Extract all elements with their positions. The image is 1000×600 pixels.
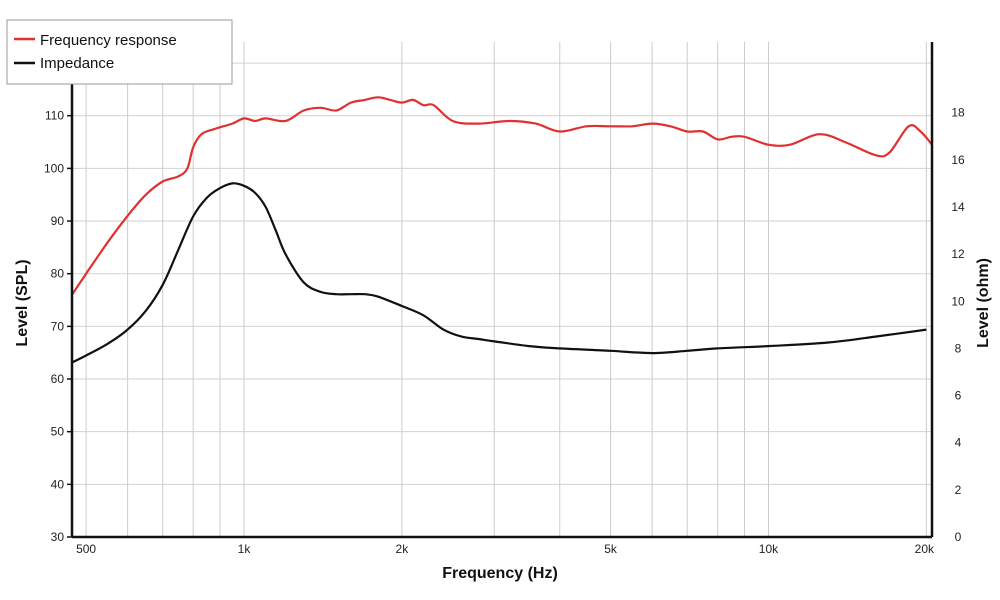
y-tick-label-right: 14 (951, 200, 965, 214)
x-tick-label: 1k (238, 542, 252, 556)
series-layer (71, 96, 933, 364)
legend-label-frequency-response: Frequency response (40, 32, 177, 49)
y-tick-label-right: 6 (955, 389, 962, 403)
y-tick-label-right: 12 (951, 247, 965, 261)
y-tick-label-left: 90 (51, 214, 65, 228)
grid-lines (72, 42, 932, 538)
y-tick-label-left: 40 (51, 477, 65, 491)
y-tick-label-right: 0 (955, 530, 962, 544)
y-tick-label-left: 60 (51, 372, 65, 386)
x-tick-label: 500 (76, 542, 96, 556)
y-axis-title-right: Level (ohm) (975, 258, 992, 348)
y-tick-label-left: 50 (51, 425, 65, 439)
y-tick-label-left: 70 (51, 319, 65, 333)
legend-label-impedance: Impedance (40, 55, 114, 72)
y-tick-label-right: 4 (955, 436, 962, 450)
y-tick-label-right: 18 (951, 106, 965, 120)
y-tick-label-right: 8 (955, 341, 962, 355)
x-tick-label: 5k (604, 542, 618, 556)
y-tick-label-right: 10 (951, 294, 965, 308)
y-tick-label-right: 2 (955, 483, 962, 497)
y-tick-label-left: 80 (51, 267, 65, 281)
x-axis-title: Frequency (Hz) (442, 565, 558, 582)
x-tick-label: 10k (759, 542, 779, 556)
y-tick-label-left: 100 (44, 161, 64, 175)
y-axis-title-left: Level (SPL) (14, 259, 31, 346)
y-tick-label-left: 110 (45, 109, 64, 123)
legend-box (6, 19, 233, 85)
x-tick-label: 20k (915, 542, 935, 556)
x-tick-label: 2k (396, 542, 410, 556)
y-tick-label-left: 30 (51, 530, 65, 544)
axes (67, 42, 934, 539)
legend: Frequency response Impedance (6, 19, 233, 85)
y-tick-label-right: 16 (951, 153, 965, 167)
series-line-impedance (71, 182, 927, 364)
series-line-frequency-response (71, 96, 933, 296)
